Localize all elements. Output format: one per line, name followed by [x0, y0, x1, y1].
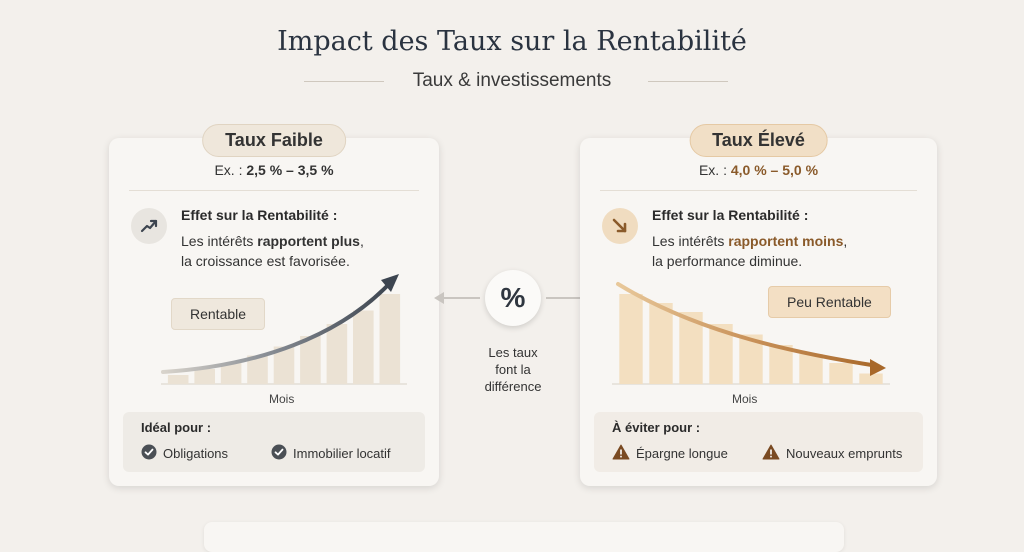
list-item: Épargne longue [612, 444, 728, 463]
list-item: Nouveaux emprunts [762, 444, 902, 463]
subtitle-divider-left [304, 81, 384, 82]
avoid-for-title: À éviter pour : [612, 420, 701, 435]
chart-bar [220, 363, 242, 384]
chart-bar [194, 369, 215, 384]
page-subtitle: Taux & investissements [412, 70, 612, 91]
subtitle-row: Taux & investissements [0, 70, 1024, 94]
high-rate-card: Taux Élevé Ex. : 4,0 % – 5,0 % Effet sur… [580, 124, 937, 486]
decline-chart [612, 282, 890, 385]
trending-down-icon [602, 208, 638, 244]
list-item: Obligations [141, 444, 228, 463]
chart-bar [739, 334, 763, 384]
chart-bar [829, 363, 853, 384]
effect-description: Les intérêts rapportent plus, la croissa… [181, 233, 364, 269]
avoid-for-box: À éviter pour : Épargne longue Nouveaux … [594, 412, 923, 472]
chart-bar [859, 373, 883, 384]
effect-title: Effet sur la Rentabilité : [181, 207, 338, 223]
warning-icon [762, 444, 780, 463]
high-rate-range: Ex. : 4,0 % – 5,0 % [698, 162, 819, 178]
high-rate-label: Taux Élevé [689, 124, 828, 157]
x-axis-label: Mois [269, 392, 295, 406]
chart-bar [619, 294, 643, 384]
low-rate-card: Taux Faible Ex. : 2,5 % – 3,5 % Effet su… [109, 124, 439, 486]
arrow-right-connector [546, 297, 586, 299]
check-circle-icon [271, 444, 287, 463]
trend-line [161, 282, 391, 374]
center-caption: Les taux font la différence [484, 345, 542, 394]
chart-bar [799, 354, 823, 384]
ideal-for-title: Idéal pour : [141, 420, 212, 435]
chart-bar [300, 336, 321, 384]
warning-icon [612, 444, 630, 463]
chart-bar [769, 345, 793, 384]
effect-title: Effet sur la Rentabilité : [652, 207, 809, 223]
subtitle-divider-right [648, 81, 728, 82]
percent-icon: % [485, 270, 541, 326]
trend-arrowhead [381, 274, 399, 292]
check-circle-icon [141, 444, 157, 463]
chart-bar [353, 310, 374, 384]
chart-bar [649, 303, 673, 384]
trend-line [616, 282, 880, 368]
arrow-left-head-icon [434, 292, 444, 304]
next-section-card [204, 522, 844, 552]
list-item: Immobilier locatif [271, 444, 391, 463]
chart-bar [273, 346, 295, 384]
peu-rentable-tag: Peu Rentable [768, 286, 891, 318]
chart-bar [679, 312, 703, 384]
chart-bar [247, 355, 268, 384]
page-title: Impact des Taux sur la Rentabilité [277, 26, 747, 57]
growth-chart [161, 274, 407, 385]
card-divider [129, 190, 419, 191]
chart-bar [167, 375, 189, 384]
trend-arrowhead [870, 359, 886, 376]
chart-bar [709, 324, 733, 384]
trending-up-icon [131, 208, 167, 244]
chart-bar [379, 294, 401, 384]
chart-bar [326, 324, 348, 384]
x-axis-label: Mois [732, 392, 758, 406]
rentable-tag: Rentable [171, 298, 266, 330]
ideal-for-box: Idéal pour : Obligations Immobilier loca… [123, 412, 425, 472]
low-rate-label: Taux Faible [202, 124, 346, 157]
low-rate-range: Ex. : 2,5 % – 3,5 % [214, 162, 334, 178]
effect-description: Les intérêts rapportent moins, la perfor… [652, 233, 848, 269]
card-divider [600, 190, 917, 191]
arrow-left-connector [440, 297, 480, 299]
